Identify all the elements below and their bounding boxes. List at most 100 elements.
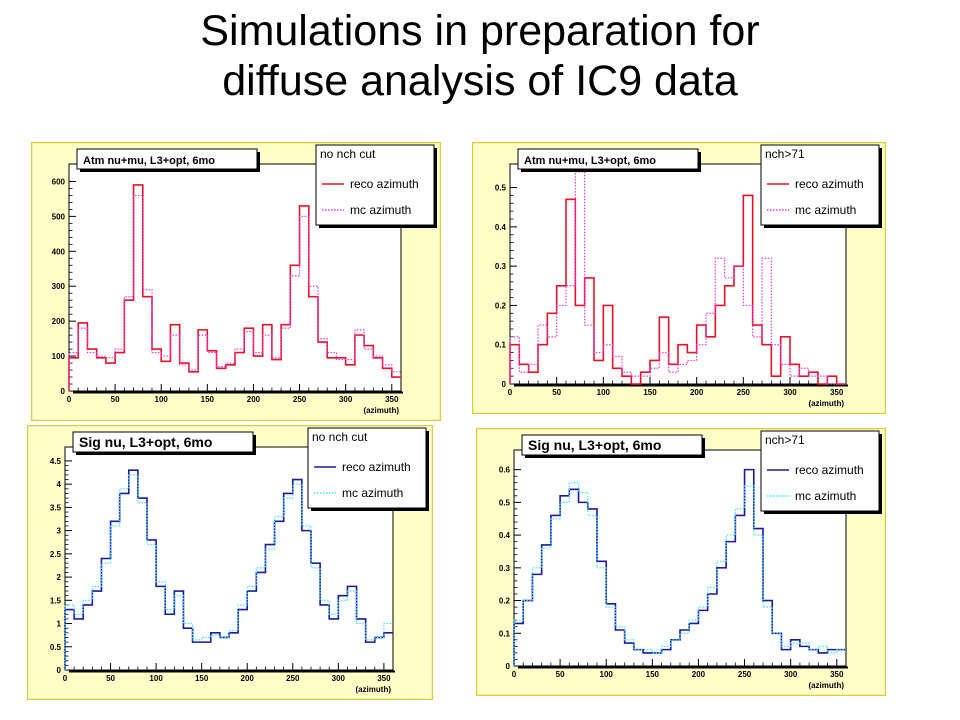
x-tick-label: 250	[738, 670, 752, 679]
x-tick-label: 250	[293, 395, 307, 404]
x-tick-label: 100	[597, 388, 611, 397]
x-tick-label: 250	[737, 388, 751, 397]
chart-title: Sig nu, L3+opt, 6mo	[528, 437, 661, 453]
x-tick-label: 350	[830, 388, 844, 397]
y-tick-label: 0	[502, 380, 507, 389]
slide-title-line1: Simulations in preparation for	[200, 7, 760, 55]
chart-atm-all: 0 100 200 300 400 500 600 0 50 100 150 200 250 300 350…	[31, 142, 441, 421]
legend-label-reco: reco azimuth	[342, 460, 411, 474]
x-tick-label: 200	[692, 670, 706, 679]
y-tick-label: 0.4	[495, 223, 507, 232]
x-tick-label: 50	[106, 674, 115, 683]
slide-title-line2: diffuse analysis of IC9 data	[222, 57, 738, 105]
x-tick-label: 300	[784, 670, 798, 679]
x-tick-label: 100	[155, 395, 169, 404]
series-mc-line	[513, 482, 846, 666]
chart-sig-all: 0 0.5 1 1.5 2 2.5 3 3.5 4 4.5 0 50 100 150 200 250 300 35…	[27, 425, 433, 700]
chart-panel-sig-nch: 0 0.1 0.2 0.3 0.4 0.5 0.6 0 50 100 150 200 250 300 350…	[476, 428, 886, 696]
legend-label-mc: mc azimuth	[795, 489, 856, 503]
x-axis-label: (azimuth)	[808, 399, 844, 408]
legend-header: nch>71	[765, 433, 805, 447]
x-tick-label: 0	[512, 670, 517, 679]
series-mc-line	[68, 194, 401, 391]
x-tick-label: 150	[195, 674, 209, 683]
legend-header: nch>71	[765, 147, 805, 161]
x-tick-label: 300	[339, 395, 353, 404]
y-tick-label: 3.5	[50, 503, 62, 512]
legend-label-mc: mc azimuth	[795, 203, 856, 217]
x-tick-label: 300	[783, 388, 797, 397]
x-tick-label: 100	[600, 670, 614, 679]
x-axis-label: (azimuth)	[355, 685, 391, 694]
y-tick-label: 0.3	[495, 262, 507, 271]
legend-label-mc: mc azimuth	[342, 486, 403, 500]
y-tick-label: 1.5	[50, 596, 62, 605]
y-tick-label: 0.5	[499, 498, 511, 507]
y-tick-label: 0.3	[499, 564, 511, 573]
legend-box	[760, 144, 880, 226]
x-tick-label: 200	[690, 388, 704, 397]
legend-box	[760, 430, 880, 512]
y-tick-label: 300	[52, 282, 66, 291]
title-box	[521, 434, 703, 456]
x-tick-label: 50	[111, 395, 120, 404]
y-tick-label: 200	[52, 317, 66, 326]
y-tick-label: 0.5	[50, 643, 62, 652]
y-tick-label: 2	[57, 573, 62, 582]
x-tick-label: 200	[247, 395, 261, 404]
y-tick-label: 0.4	[499, 531, 511, 540]
legend-header: no nch cut	[312, 430, 368, 444]
x-tick-label: 150	[646, 670, 660, 679]
title-box	[72, 431, 254, 453]
chart-title: Atm nu+mu, L3+opt, 6mo	[83, 155, 215, 167]
legend-label-reco: reco azimuth	[350, 177, 419, 191]
x-tick-label: 100	[149, 674, 163, 683]
x-tick-label: 200	[241, 674, 255, 683]
y-tick-label: 0	[61, 387, 66, 396]
chart-title: Sig nu, L3+opt, 6mo	[79, 434, 212, 450]
y-tick-label: 0.1	[495, 341, 507, 350]
title-box	[76, 148, 258, 170]
x-tick-label: 50	[556, 670, 565, 679]
y-tick-label: 0.5	[495, 184, 507, 193]
chart-panel-atm-all: 0 100 200 300 400 500 600 0 50 100 150 200 250 300 350…	[31, 142, 441, 421]
x-tick-label: 350	[830, 670, 844, 679]
chart-title: Atm nu+mu, L3+opt, 6mo	[524, 155, 656, 167]
series-reco-line	[513, 468, 846, 666]
x-tick-label: 150	[201, 395, 215, 404]
y-tick-label: 0.1	[499, 629, 511, 638]
y-tick-label: 2.5	[50, 550, 62, 559]
chart-atm-nch: 0 0.1 0.2 0.3 0.4 0.5 0 50 100 150 200 250 300 350 (az…	[472, 142, 886, 414]
title-box	[517, 148, 699, 170]
y-tick-label: 1	[57, 620, 62, 629]
series-mc-line	[64, 474, 393, 670]
y-tick-label: 4	[57, 480, 62, 489]
y-tick-label: 0	[57, 666, 62, 675]
x-tick-label: 350	[385, 395, 399, 404]
x-tick-label: 300	[332, 674, 346, 683]
x-tick-label: 0	[508, 388, 513, 397]
chart-panel-atm-nch: 0 0.1 0.2 0.3 0.4 0.5 0 50 100 150 200 250 300 350 (az…	[472, 142, 886, 414]
y-tick-label: 600	[52, 177, 66, 186]
slide-title: Simulations in preparation for diffuse a…	[0, 6, 960, 106]
y-tick-label: 100	[52, 352, 66, 361]
legend-label-reco: reco azimuth	[795, 177, 864, 191]
x-tick-label: 0	[67, 395, 72, 404]
y-tick-label: 0.6	[499, 466, 511, 475]
legend-label-reco: reco azimuth	[795, 463, 864, 477]
chart-sig-nch: 0 0.1 0.2 0.3 0.4 0.5 0.6 0 50 100 150 200 250 300 350…	[476, 428, 886, 696]
legend-box	[315, 144, 435, 226]
x-axis-label: (azimuth)	[363, 406, 399, 415]
y-tick-label: 400	[52, 247, 66, 256]
y-tick-label: 4.5	[50, 457, 62, 466]
y-tick-label: 0.2	[495, 301, 507, 310]
y-tick-label: 500	[52, 212, 66, 221]
x-tick-label: 150	[643, 388, 657, 397]
legend-label-mc: mc azimuth	[350, 203, 411, 217]
x-tick-label: 50	[552, 388, 561, 397]
x-tick-label: 250	[286, 674, 300, 683]
x-axis-label: (azimuth)	[808, 681, 844, 690]
x-tick-label: 0	[63, 674, 68, 683]
y-tick-label: 0	[506, 662, 511, 671]
legend-header: no nch cut	[320, 147, 376, 161]
